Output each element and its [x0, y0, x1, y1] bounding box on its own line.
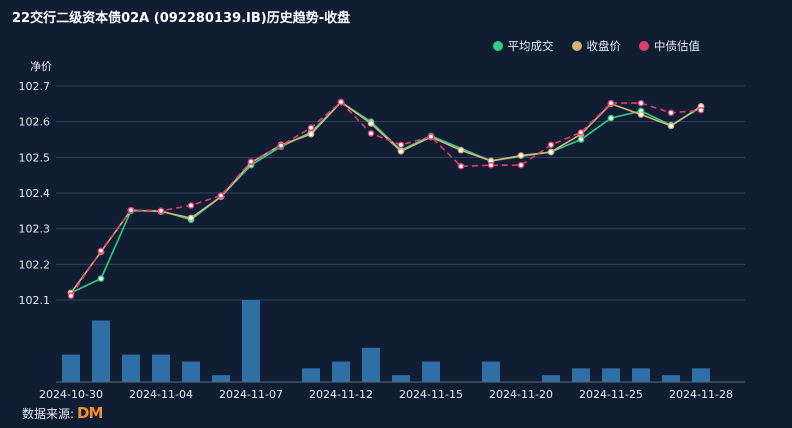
legend-dot-icon: [571, 41, 582, 51]
series-point: [577, 129, 585, 136]
y-tick-label: 102.3: [19, 223, 51, 236]
volume-bar: [332, 361, 350, 382]
volume-bar: [392, 375, 410, 382]
legend-dot-icon: [639, 41, 649, 51]
series-point: [337, 98, 345, 106]
series-point: [697, 106, 705, 114]
volume-bar: [92, 320, 110, 382]
chart-title: 22交行二级资本债02A (092280139.IB)历史趋势-收盘: [12, 11, 351, 26]
y-tick-label: 102.7: [19, 80, 51, 93]
volume-bar: [422, 361, 440, 382]
legend-item[interactable]: 中债估值: [639, 38, 700, 54]
series-point: [547, 148, 555, 156]
series-point: [487, 161, 495, 169]
x-tick-label: 2024-11-07: [219, 388, 283, 401]
legend-dot-icon: [492, 41, 503, 51]
series-point: [217, 192, 225, 199]
volume-bar: [212, 375, 230, 382]
x-tick-label: 2024-11-15: [399, 388, 463, 401]
volume-bar: [482, 361, 500, 382]
x-tick-label: 2024-11-12: [309, 388, 373, 401]
series-point: [367, 130, 375, 137]
series-point: [67, 292, 75, 300]
grid-lines: [56, 85, 745, 301]
y-tick-label: 102.4: [19, 187, 51, 200]
series-line: [70, 101, 702, 294]
legend-label: 收盘价: [586, 39, 622, 53]
y-tick-label: 102.6: [19, 116, 51, 129]
volume-bar: [572, 368, 590, 382]
series-point: [187, 214, 195, 222]
series-point: [667, 109, 675, 117]
series-point: [277, 142, 285, 149]
series-point: [547, 141, 555, 149]
volume-bar: [602, 368, 620, 382]
legend-item[interactable]: 平均成交: [492, 38, 554, 54]
series-point: [457, 146, 465, 154]
dm-logo-icon: DM: [77, 404, 103, 422]
y-axis-label: 净价: [30, 59, 52, 73]
series-point: [517, 161, 525, 169]
volume-bar: [362, 347, 380, 382]
volume-bar: [242, 300, 260, 382]
x-tick-label: 2024-11-28: [669, 388, 733, 401]
chart-legend: 平均成交 收盘价 中债估值: [492, 38, 700, 54]
series-point: [637, 111, 645, 118]
series-line: [70, 101, 702, 297]
series-point: [607, 114, 615, 122]
series-point: [157, 207, 165, 215]
series-lines: [67, 98, 705, 300]
volume-bar: [182, 361, 200, 382]
volume-bar: [692, 368, 710, 382]
volume-bar: [632, 368, 650, 382]
volume-bar: [152, 354, 170, 382]
source-label: 数据来源:: [22, 406, 75, 421]
legend-label: 平均成交: [507, 39, 554, 53]
series-point: [97, 275, 105, 282]
series-point: [517, 152, 525, 159]
y-tick-label: 102.2: [19, 258, 51, 271]
x-tick-label: 2024-10-30: [39, 388, 103, 401]
x-tick-label: 2024-11-25: [579, 388, 643, 401]
legend-item[interactable]: 收盘价: [571, 38, 622, 54]
series-point: [307, 130, 315, 138]
series-point: [427, 133, 435, 140]
volume-bars: [62, 300, 710, 382]
series-point: [457, 162, 465, 170]
series-point: [577, 136, 585, 143]
series-point: [397, 141, 405, 149]
series-point: [667, 122, 675, 130]
series-point: [307, 124, 315, 132]
axes: 102.7 102.6 102.5 102.4 102.3 102.2 102.1 净价 202…: [19, 59, 745, 401]
volume-bar: [62, 354, 80, 382]
series-point: [367, 120, 375, 127]
x-tick-label: 2024-11-04: [129, 388, 193, 401]
series-point: [397, 147, 405, 155]
y-tick-label: 102.1: [19, 294, 51, 307]
x-tick-label: 2024-11-20: [489, 388, 553, 401]
legend-label: 中债估值: [654, 39, 700, 53]
series-point: [607, 99, 615, 107]
series-point: [187, 202, 195, 209]
series-point: [247, 158, 255, 165]
y-tick-label: 102.5: [19, 151, 51, 164]
volume-bar: [302, 368, 320, 382]
volume-bar: [122, 354, 140, 382]
volume-bar: [542, 375, 560, 382]
volume-bar: [662, 375, 680, 382]
series-point: [637, 99, 645, 107]
data-source: 数据来源: DM: [22, 404, 103, 422]
series-point: [97, 247, 105, 255]
series-point: [127, 206, 135, 214]
